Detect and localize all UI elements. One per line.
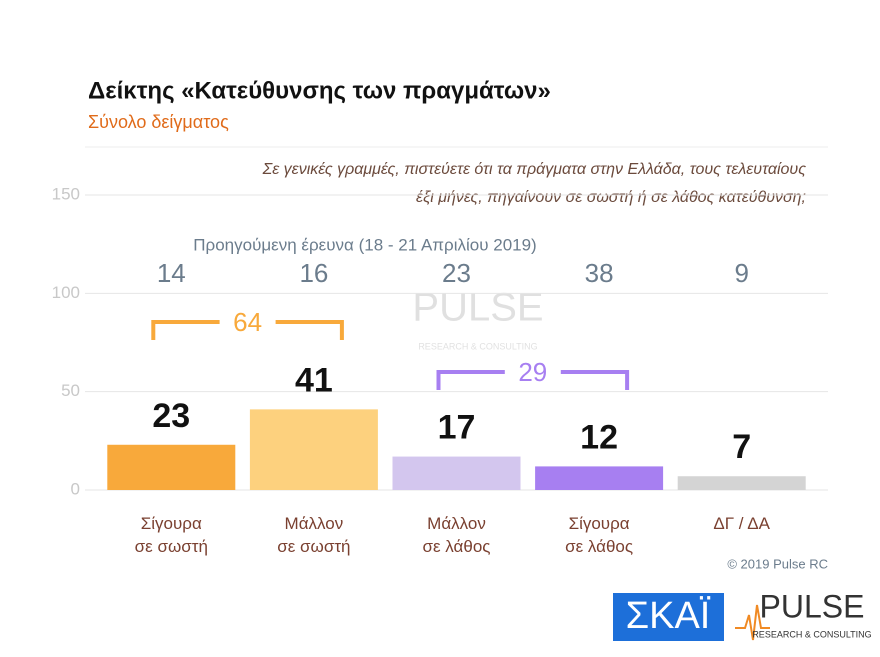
pulse-logo-sub: RESEARCH & CONSULTING <box>752 629 871 639</box>
watermark-text: PULSE <box>412 286 543 330</box>
x-tick-label: Μάλλον σε σωστή <box>277 514 351 556</box>
bar <box>535 466 664 490</box>
y-tick-label: 100 <box>52 283 80 302</box>
value-label: 12 <box>580 418 618 456</box>
pulse-icon <box>735 604 770 641</box>
group-bracket <box>436 370 505 390</box>
pulse-logo: PULSE <box>760 588 865 624</box>
chart-subtitle: Σύνολο δείγματος <box>88 112 229 132</box>
value-label: 17 <box>438 409 476 447</box>
previous-value: 9 <box>734 258 748 288</box>
group-bracket <box>151 320 220 340</box>
watermark: PULSE RESEARCH & CONSULTING <box>412 286 543 352</box>
x-tick-label: Σίγουρα σε σωστή <box>134 514 208 556</box>
x-tick-label: Σίγουρα σε λάθος <box>565 514 634 556</box>
value-label: 23 <box>152 397 190 435</box>
bar <box>107 444 236 490</box>
bar <box>249 409 378 490</box>
bar <box>392 456 521 490</box>
group-total: 64 <box>233 307 262 337</box>
y-tick-label: 0 <box>71 479 80 498</box>
previous-value: 16 <box>299 258 328 288</box>
group-total: 29 <box>518 357 547 387</box>
chart-title: Δείκτης «Κατεύθυνσης των πραγμάτων» <box>88 77 551 104</box>
question: Σε γενικές γραμμές, πιστεύετε ότι τα πρά… <box>262 161 807 178</box>
previous-value: 38 <box>585 258 614 288</box>
x-tick-label: Μάλλον σε λάθος <box>422 514 491 556</box>
value-label: 41 <box>295 361 333 399</box>
skai-logo: ΣΚΑΪ <box>626 595 711 637</box>
group-bracket <box>560 370 630 390</box>
group-bracket <box>275 320 344 340</box>
bar <box>677 476 806 490</box>
value-label: 7 <box>732 428 751 466</box>
previous-label: Προηγούμενη έρευνα (18 - 21 Απριλίου 201… <box>193 235 536 254</box>
skai-logo-box <box>613 593 724 641</box>
y-tick-label: 50 <box>61 381 80 400</box>
watermark-sub: RESEARCH & CONSULTING <box>418 341 537 351</box>
y-tick-label: 150 <box>52 184 80 203</box>
previous-value: 23 <box>442 258 471 288</box>
previous-value: 14 <box>157 258 186 288</box>
x-tick-label: ΔΓ / ΔΑ <box>713 514 771 533</box>
question: έξι μήνες, πηγαίνουν σε σωστή ή σε λάθος… <box>416 189 806 206</box>
copyright: © 2019 Pulse RC <box>727 556 828 571</box>
